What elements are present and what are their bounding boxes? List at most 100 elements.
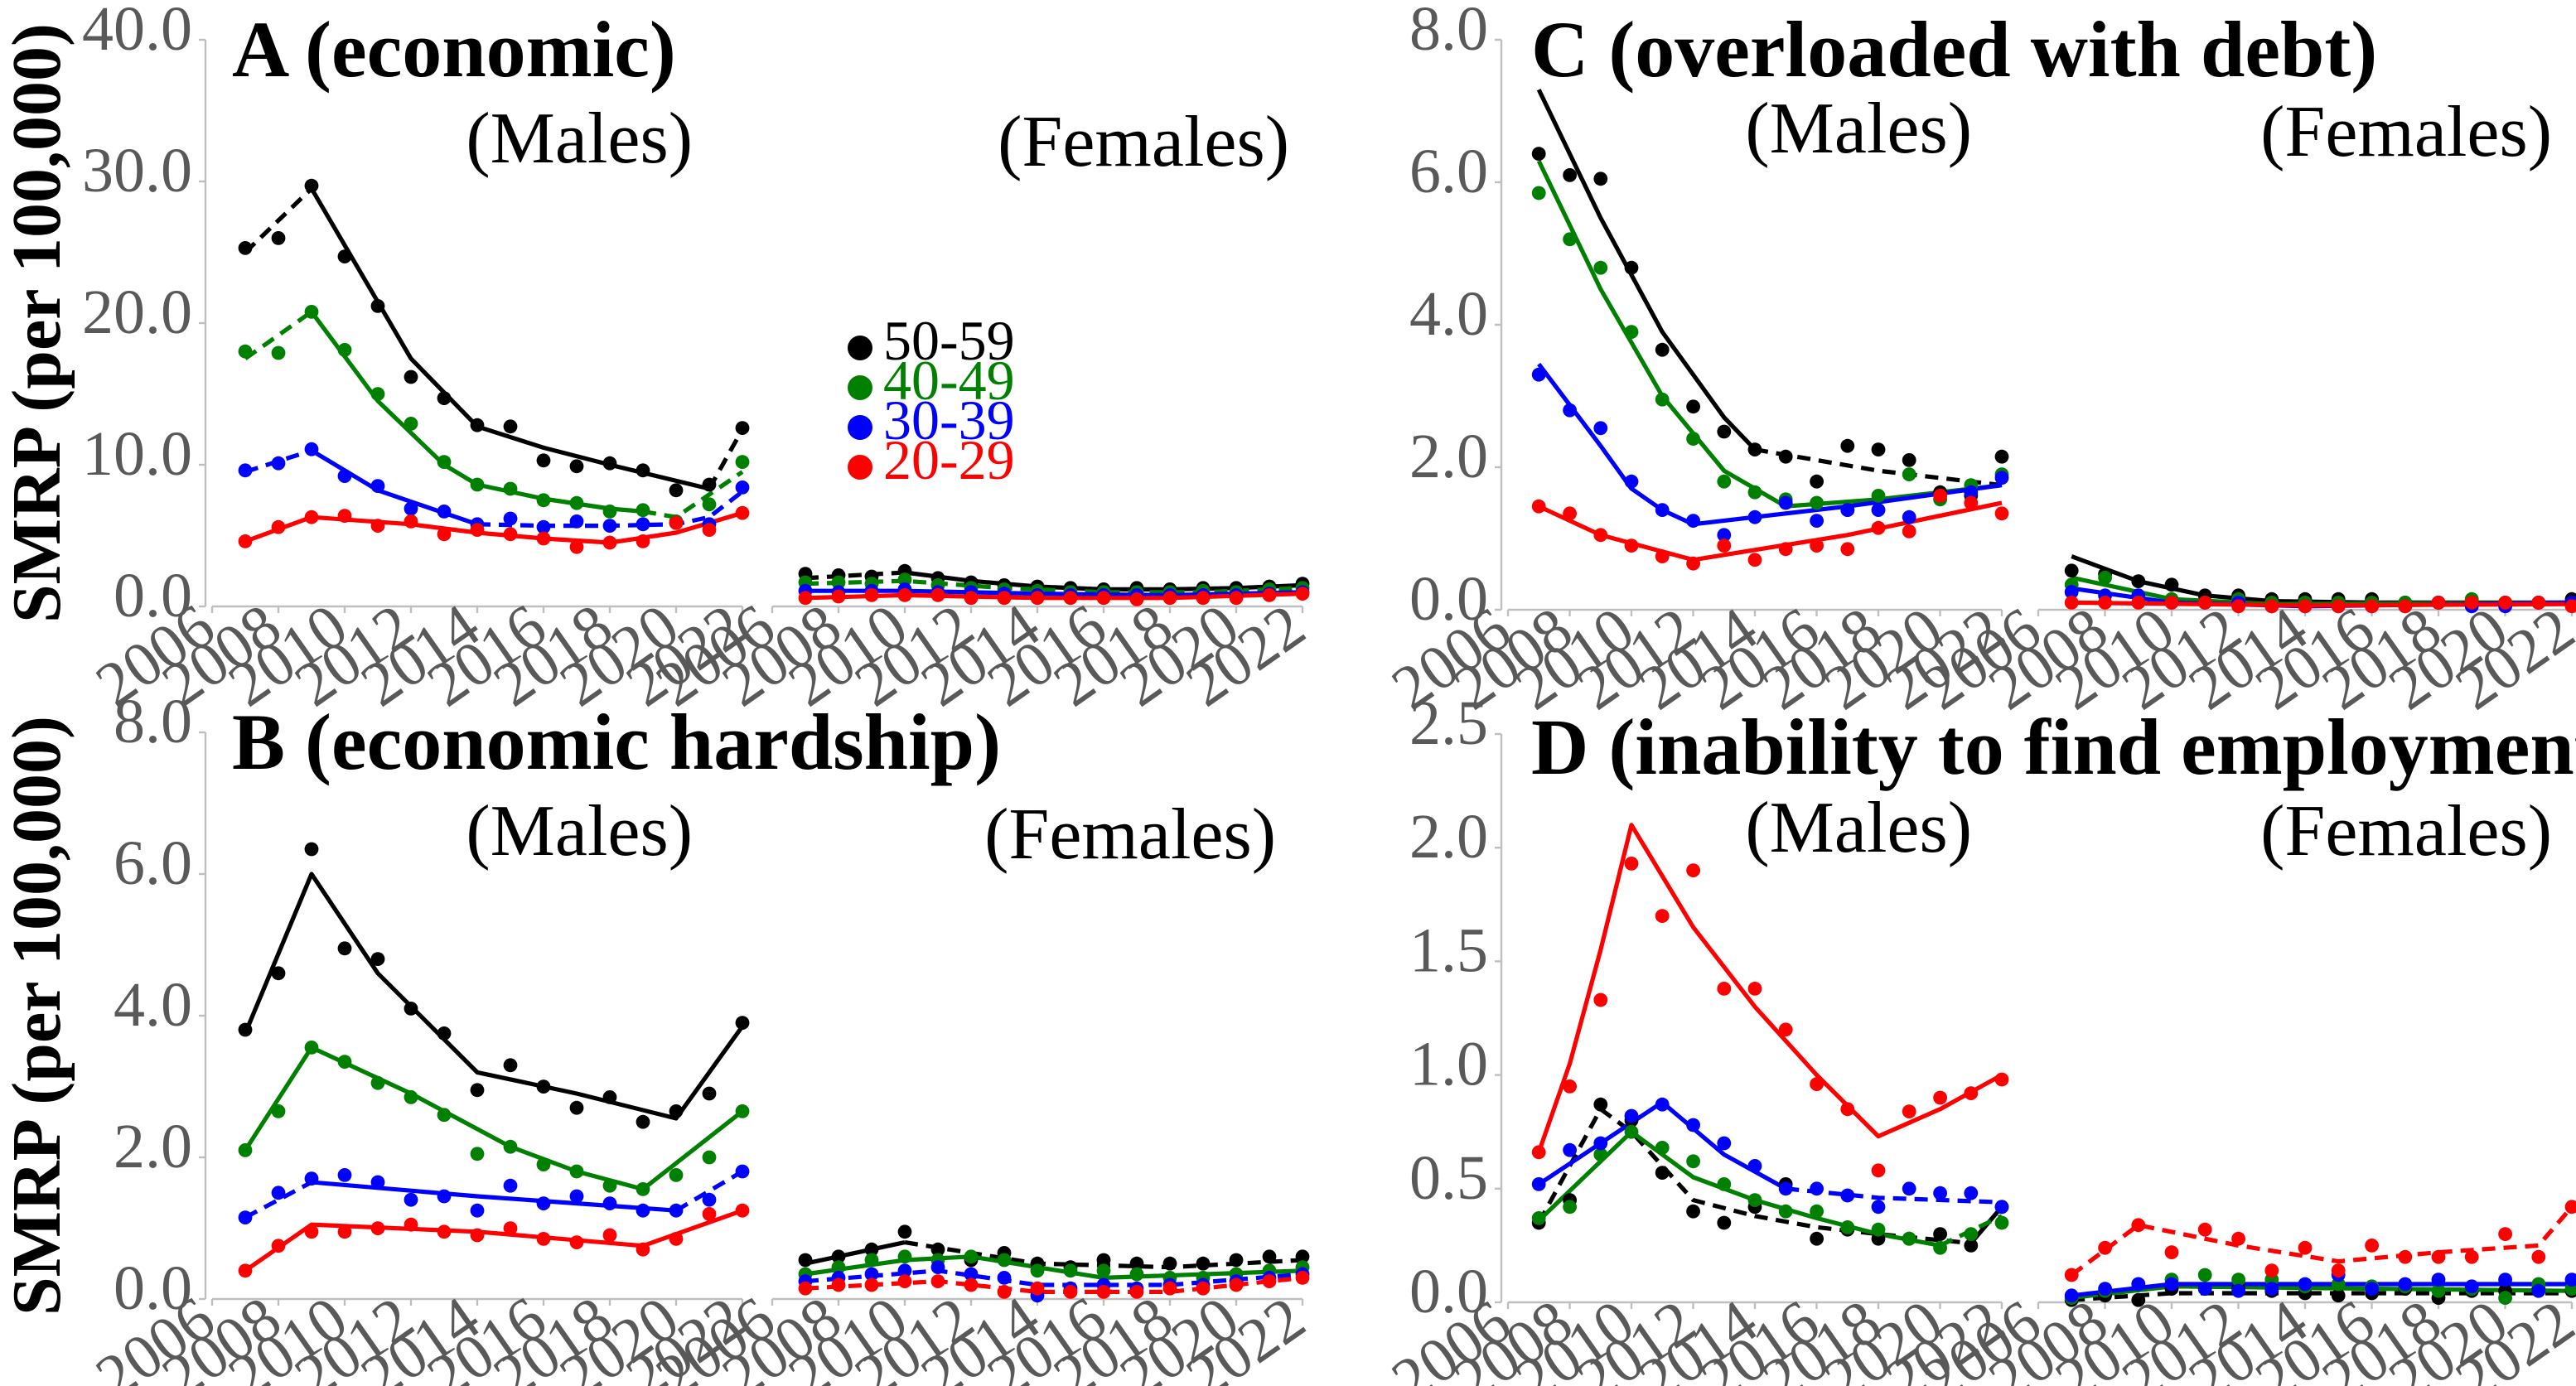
data-point bbox=[2131, 1292, 2146, 1307]
data-point bbox=[602, 1228, 617, 1243]
trend-line bbox=[1536, 89, 1757, 452]
data-point bbox=[1162, 1256, 1177, 1271]
points-20-29 bbox=[238, 505, 750, 554]
data-point bbox=[536, 493, 551, 508]
panel-sex-label: (Males) bbox=[1745, 89, 1972, 169]
legend-label: 40-49 bbox=[883, 349, 1015, 412]
data-point bbox=[1840, 503, 1855, 517]
data-point bbox=[1162, 1281, 1177, 1296]
data-point bbox=[437, 527, 452, 542]
series-50-59 bbox=[1536, 89, 2003, 488]
data-point bbox=[1902, 524, 1916, 538]
data-point bbox=[437, 1189, 452, 1204]
data-point bbox=[2564, 599, 2576, 614]
data-point bbox=[930, 1260, 945, 1274]
data-point bbox=[735, 455, 750, 469]
series-50-59 bbox=[243, 872, 745, 1121]
data-point bbox=[569, 1164, 584, 1179]
data-point bbox=[1871, 489, 1886, 503]
data-point bbox=[1717, 1215, 1732, 1230]
data-point bbox=[1096, 591, 1111, 606]
data-point bbox=[470, 1147, 485, 1161]
data-point bbox=[2098, 1282, 2113, 1296]
data-point bbox=[964, 1249, 979, 1264]
data-point bbox=[569, 514, 584, 529]
data-point bbox=[1778, 495, 1793, 510]
data-point bbox=[602, 1196, 617, 1210]
data-point bbox=[897, 572, 912, 587]
data-point bbox=[1593, 421, 1608, 436]
data-point bbox=[1994, 449, 2009, 464]
data-point bbox=[1994, 471, 2009, 485]
chart-d: D (inability to find employment) 0.0 0.5 1.… bbox=[1380, 688, 2576, 1386]
data-point bbox=[735, 1104, 750, 1118]
data-point bbox=[2098, 1240, 2113, 1255]
data-point bbox=[636, 1114, 650, 1129]
data-point bbox=[1295, 1249, 1310, 1264]
data-point bbox=[1964, 1239, 1979, 1253]
data-point bbox=[404, 514, 418, 529]
data-point bbox=[1840, 1188, 1855, 1203]
data-point bbox=[669, 1203, 684, 1218]
data-point bbox=[735, 1164, 750, 1179]
data-point bbox=[470, 1083, 485, 1098]
data-point bbox=[1778, 1181, 1793, 1196]
data-point bbox=[1810, 1204, 1824, 1219]
data-point bbox=[2264, 1282, 2279, 1296]
data-point bbox=[2098, 570, 2113, 585]
y-tick-label: 0.0 bbox=[1409, 1257, 1488, 1326]
data-point bbox=[2197, 1222, 2212, 1237]
data-point bbox=[1871, 520, 1886, 535]
data-point bbox=[1129, 1256, 1144, 1271]
trend-line bbox=[1693, 500, 2003, 563]
series-20-29 bbox=[2070, 1205, 2574, 1277]
data-point bbox=[370, 479, 385, 493]
data-point bbox=[470, 477, 485, 492]
data-point bbox=[798, 1253, 813, 1268]
data-point bbox=[370, 299, 385, 313]
data-point bbox=[1686, 863, 1700, 877]
data-point bbox=[897, 1274, 912, 1288]
data-point bbox=[1531, 1145, 1546, 1160]
points-20-29 bbox=[1531, 857, 2009, 1178]
data-point bbox=[1933, 1090, 1948, 1105]
data-point bbox=[964, 1267, 979, 1282]
data-point bbox=[404, 501, 418, 516]
data-point bbox=[404, 417, 418, 431]
data-point bbox=[2197, 596, 2212, 610]
data-point bbox=[1229, 1277, 1244, 1292]
data-point bbox=[1593, 992, 1608, 1007]
data-point bbox=[2298, 1277, 2313, 1292]
data-point bbox=[1229, 591, 1244, 606]
data-point bbox=[636, 1242, 650, 1257]
trend-line bbox=[309, 187, 710, 491]
data-point bbox=[2498, 1227, 2513, 1241]
points-40-49 bbox=[1531, 1124, 2009, 1255]
data-point bbox=[1810, 474, 1824, 489]
data-point bbox=[1655, 909, 1670, 923]
data-point bbox=[1871, 503, 1886, 517]
trend-line bbox=[476, 490, 744, 529]
data-point bbox=[470, 418, 485, 432]
trend-line bbox=[805, 1275, 1303, 1294]
data-point bbox=[304, 442, 319, 456]
data-point bbox=[271, 1104, 286, 1118]
trend-line bbox=[1537, 362, 1694, 527]
data-point bbox=[930, 1242, 945, 1257]
series-50-59 bbox=[1536, 1107, 2003, 1246]
plot-females: 200620082010201220142016201820202022(Fem… bbox=[1910, 791, 2576, 1386]
data-point bbox=[1563, 1079, 1577, 1094]
data-point bbox=[1994, 1200, 2009, 1215]
data-point bbox=[1871, 1163, 1886, 1178]
data-point bbox=[2365, 1239, 2380, 1253]
data-point bbox=[669, 1168, 684, 1182]
data-point bbox=[1717, 1136, 1732, 1151]
data-point bbox=[831, 575, 846, 590]
data-point bbox=[337, 941, 352, 956]
data-point bbox=[636, 517, 650, 532]
data-point bbox=[1063, 591, 1078, 606]
data-point bbox=[337, 249, 352, 263]
data-point bbox=[930, 1274, 945, 1288]
data-point bbox=[1686, 1154, 1700, 1169]
